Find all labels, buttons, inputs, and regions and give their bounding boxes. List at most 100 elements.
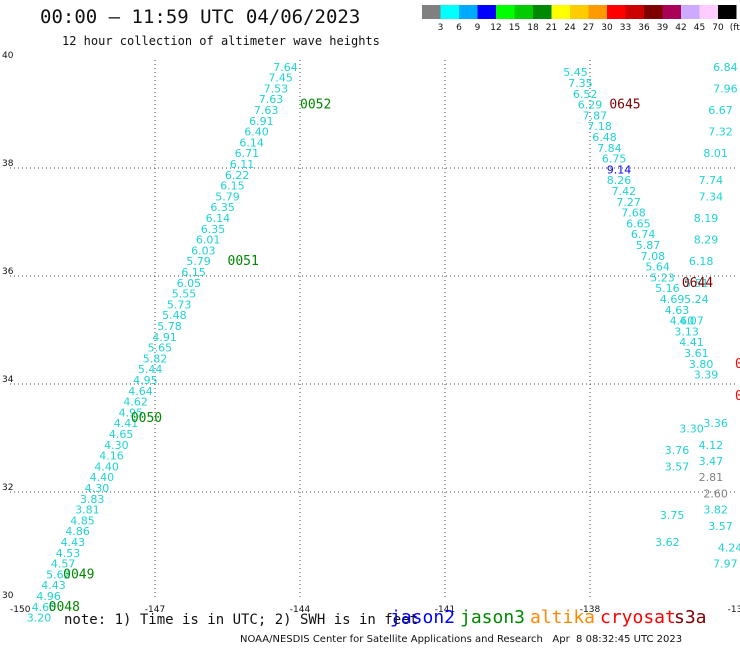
- data-point-label: 6.75: [602, 153, 627, 166]
- data-point-label: 4.24: [718, 541, 740, 554]
- colorbar-swatch: [644, 5, 663, 19]
- data-point-label: 6.67: [708, 104, 733, 117]
- data-point-label: 5.64: [645, 261, 670, 274]
- data-point-label: 4.40: [94, 460, 119, 473]
- data-point-label: 8.01: [703, 147, 728, 160]
- data-point-label: 6.15: [181, 266, 206, 279]
- legend-jason3: jason3: [460, 607, 526, 628]
- data-point-label: 6.22: [225, 169, 250, 182]
- colorbar-swatch: [588, 5, 607, 19]
- y-tick-label: 40: [2, 51, 14, 61]
- data-point-label: 5.51: [684, 277, 709, 290]
- data-point-label: 5.23: [650, 271, 675, 284]
- data-point-label: 3.36: [703, 417, 728, 430]
- colorbar-swatch: [681, 5, 700, 19]
- data-point-label: 4.07: [679, 315, 704, 328]
- data-point-label: 5.78: [157, 320, 182, 333]
- legend-jason2: jason2: [390, 607, 456, 628]
- legend-s3a: s3a: [674, 607, 707, 628]
- x-tick-label: -150: [10, 605, 31, 615]
- data-point-label: 8.26: [607, 174, 632, 187]
- data-point-label: 4.96: [36, 590, 61, 603]
- data-point-label: 4.41: [679, 336, 704, 349]
- data-point-label: 6.03: [191, 244, 216, 257]
- colorbar-label: 3: [438, 23, 444, 33]
- data-point-label: 4.40: [90, 471, 115, 484]
- data-point-label: 5.73: [167, 298, 192, 311]
- data-point-label: 6.74: [631, 228, 656, 241]
- data-point-label: 7.27: [616, 196, 641, 209]
- data-point-label: 7.84: [597, 142, 622, 155]
- colorbar-swatch: [459, 5, 478, 19]
- data-point-label: 7.18: [587, 120, 612, 133]
- colorbar-swatch: [551, 5, 570, 19]
- colorbar-swatch: [514, 5, 533, 19]
- data-point-label: 8.19: [694, 212, 719, 225]
- data-point-label: 7.32: [708, 126, 733, 139]
- data-point-label: 7.68: [621, 207, 646, 220]
- data-point-label: 6.40: [244, 126, 269, 139]
- colorbar-label: 18: [527, 23, 539, 33]
- colorbar-swatch: [440, 5, 459, 19]
- x-tick-label: -138: [580, 605, 601, 615]
- data-point-label: 6.05: [177, 277, 202, 290]
- data-point-label: 5.48: [162, 309, 187, 322]
- colorbar-label: 36: [638, 23, 650, 33]
- data-point-label: 7.34: [699, 190, 724, 203]
- data-point-label: 2.60: [703, 487, 728, 500]
- colorbar-swatch: [718, 5, 737, 19]
- time-label: 0644: [682, 276, 713, 291]
- data-point-label: 5.45: [563, 66, 588, 79]
- colorbar-swatch: [607, 5, 626, 19]
- x-tick-label: -144: [290, 605, 311, 615]
- data-point-label: 4.91: [152, 331, 177, 344]
- colorbar-label: 45: [694, 23, 705, 33]
- data-point-label: 7.74: [699, 174, 724, 187]
- time-label: 0754: [735, 389, 740, 404]
- data-point-label: 5.65: [148, 342, 173, 355]
- data-point-label: 6.71: [235, 147, 260, 160]
- data-point-label: 6.29: [578, 99, 603, 112]
- data-point-label: 3.83: [80, 493, 105, 506]
- colorbar-label: (ft): [730, 23, 740, 33]
- data-point-label: 5.79: [186, 255, 211, 268]
- data-point-label: 3.13: [674, 325, 699, 338]
- data-point-label: 7.53: [264, 82, 289, 95]
- colorbar-label: 70: [712, 23, 724, 33]
- data-point-label: 7.63: [254, 104, 279, 117]
- data-point-label: 7.87: [583, 109, 608, 122]
- data-point-label: 3.82: [703, 504, 728, 517]
- data-point-label: 6.48: [592, 131, 617, 144]
- data-point-label: 4.60: [670, 315, 695, 328]
- time-label: 0048: [49, 600, 80, 615]
- chart-subtitle: 12 hour collection of altimeter wave hei…: [62, 34, 380, 48]
- data-point-label: 4.86: [65, 525, 90, 538]
- data-point-label: 8.29: [694, 234, 719, 247]
- data-point-label: 7.63: [259, 93, 284, 106]
- data-point-label: 5.87: [636, 239, 661, 252]
- data-point-label: 4.16: [99, 450, 124, 463]
- colorbar-label: 33: [620, 23, 631, 33]
- data-point-label: 6.01: [196, 234, 221, 247]
- footer-note: note: 1) Time is in UTC; 2) SWH is in fe…: [64, 612, 419, 628]
- data-point-label: 6.52: [573, 88, 598, 101]
- time-label: 0051: [228, 254, 259, 269]
- data-point-label: 3.47: [699, 455, 724, 468]
- time-label: 0052: [300, 98, 331, 113]
- data-point-label: 4.41: [114, 417, 139, 430]
- data-point-label: 4.65: [32, 601, 57, 614]
- data-point-label: 6.35: [210, 201, 235, 214]
- legend-cryosat: cryosat: [600, 607, 676, 628]
- colorbar-label: 6: [456, 23, 462, 33]
- data-point-label: 3.75: [660, 509, 685, 522]
- data-point-label: 3.57: [708, 520, 733, 533]
- colorbar-label: 12: [490, 23, 501, 33]
- data-point-label: 4.69: [660, 293, 685, 306]
- y-tick-label: 32: [2, 483, 13, 493]
- data-point-label: 4.64: [128, 385, 153, 398]
- colorbar-label: 9: [475, 23, 481, 33]
- colorbar-label: 39: [657, 23, 669, 33]
- legend-altika: altika: [530, 607, 596, 628]
- data-point-label: 4.30: [85, 482, 110, 495]
- data-point-label: 6.65: [626, 217, 651, 230]
